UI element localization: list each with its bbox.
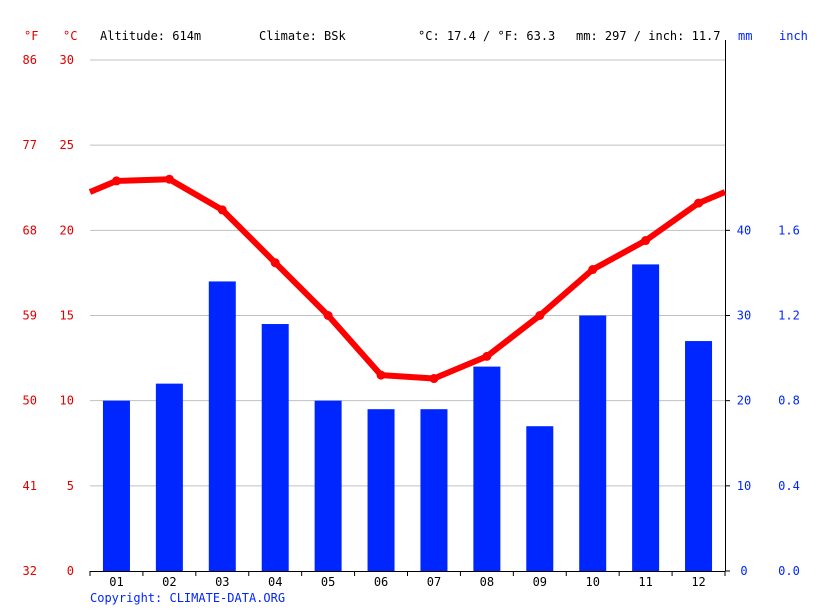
month-tick-label: 11 [638,575,652,589]
temperature-point [323,311,333,320]
grid-lines [90,59,725,487]
temperature-point [270,258,280,268]
precipitation-bars [102,264,713,571]
month-tick-label: 08 [480,575,494,589]
tick-labels: 0 32 5 41 10 50 15 59 20 68 25 77 30 86 0 0.0 10 0.4 20 0.8… [23,53,800,589]
mm-tick-label: 30 [737,309,751,323]
fahrenheit-tick-label: 32 [23,564,37,578]
temperature-point [429,374,439,384]
precipitation-bar [367,409,395,571]
celsius-tick-label: 0 [67,564,74,578]
inch-tick-label: 1.2 [778,309,800,323]
precipitation-bar [420,409,448,571]
temperature-point [482,351,492,361]
precipitation-bar [632,264,660,571]
celsius-tick-label: 15 [60,309,74,323]
axes [89,40,730,576]
mm-tick-label: 0 [740,564,747,578]
unit-inch-label: inch [779,29,808,43]
temperature-point [694,198,704,208]
temperature-point [535,311,545,320]
celsius-tick-label: 25 [60,138,74,152]
precipitation-bar [208,281,236,571]
precipitation-bar [314,400,342,571]
inch-tick-label: 0.8 [778,394,800,408]
temperature-line [88,174,727,384]
temperature-point [376,370,386,380]
celsius-tick-label: 30 [60,53,74,67]
temperature-point [641,236,651,246]
precipitation-total-label: mm: 297 / inch: 11.7 [576,29,721,43]
fahrenheit-tick-label: 77 [23,138,37,152]
altitude-label: Altitude: 614m [100,29,201,43]
inch-tick-label: 0.0 [778,564,800,578]
month-tick-label: 03 [215,575,229,589]
temperature-point [217,205,227,215]
mm-tick-label: 20 [737,394,751,408]
mm-tick-label: 10 [737,479,751,493]
month-tick-label: 01 [109,575,123,589]
month-tick-label: 10 [585,575,599,589]
fahrenheit-tick-label: 50 [23,394,37,408]
precipitation-bar [102,400,130,571]
precipitation-bar [155,383,183,571]
month-tick-label: 04 [268,575,282,589]
inch-tick-label: 1.6 [778,223,800,237]
precipitation-bar [685,341,713,571]
month-tick-label: 05 [321,575,335,589]
temperature-point [111,176,121,186]
temperature-point [164,174,174,184]
precipitation-bar [526,426,554,571]
copyright-link[interactable]: Copyright: CLIMATE-DATA.ORG [90,591,286,605]
fahrenheit-tick-label: 59 [23,309,37,323]
month-tick-label: 09 [533,575,547,589]
fahrenheit-tick-label: 86 [23,53,37,67]
month-tick-label: 02 [162,575,176,589]
fahrenheit-tick-label: 68 [23,223,37,237]
inch-tick-label: 0.4 [778,479,800,493]
month-tick-label: 12 [691,575,705,589]
unit-mm-label: mm [738,29,752,43]
temperature-point [588,265,598,275]
celsius-tick-label: 5 [67,479,74,493]
precipitation-bar [261,324,289,571]
unit-celsius-label: °C [63,29,77,43]
unit-fahrenheit-label: °F [24,29,38,43]
celsius-tick-label: 20 [60,223,74,237]
precipitation-bar [473,366,501,571]
mm-tick-label: 40 [737,223,751,237]
temperature-average-label: °C: 17.4 / °F: 63.3 [418,29,555,43]
month-tick-label: 07 [427,575,441,589]
month-tick-label: 06 [374,575,388,589]
celsius-tick-label: 10 [60,394,74,408]
fahrenheit-tick-label: 41 [23,479,37,493]
climate-label: Climate: BSk [259,29,346,43]
temperature-line-path [88,176,727,382]
chart-header: °F °C Altitude: 614m Climate: BSk °C: 17… [24,29,808,43]
precipitation-bar [579,315,607,571]
